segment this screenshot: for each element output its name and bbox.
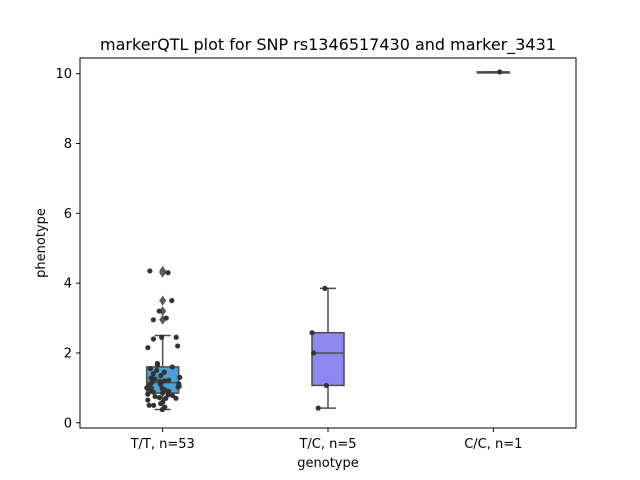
data-point <box>173 334 179 340</box>
box-group <box>309 285 345 411</box>
data-point <box>154 360 160 367</box>
data-point <box>169 364 175 370</box>
data-point <box>150 336 157 342</box>
x-tick-label: C/C, n=1 <box>464 437 522 452</box>
data-point <box>159 385 165 392</box>
y-tick-label: 0 <box>64 416 72 431</box>
box <box>311 331 345 387</box>
data-point <box>310 350 317 356</box>
data-point <box>146 402 152 408</box>
data-point <box>173 395 179 401</box>
data-point <box>156 308 162 314</box>
data-point <box>315 405 321 411</box>
data-point <box>309 330 315 336</box>
data-point <box>145 391 151 397</box>
data-point <box>176 381 182 387</box>
data-point <box>158 373 164 379</box>
data-point <box>160 399 166 405</box>
data-point <box>159 334 165 340</box>
y-tick-label: 2 <box>64 346 72 361</box>
data-point <box>163 315 169 321</box>
data-point <box>154 367 160 374</box>
data-point <box>161 378 168 384</box>
data-point <box>145 345 151 351</box>
data-point <box>150 317 156 323</box>
x-tick-label: T/T, n=53 <box>130 437 195 452</box>
data-point <box>322 285 328 291</box>
y-axis-label: phenotype <box>34 208 49 278</box>
data-point <box>147 268 153 274</box>
chart-title: markerQTL plot for SNP rs1346517430 and … <box>100 35 556 55</box>
data-point <box>145 397 151 403</box>
data-point <box>169 297 175 304</box>
x-axis: T/T, n=53 T/C, n=5 C/C, n=1 <box>130 428 522 452</box>
data-point <box>147 366 154 372</box>
y-tick-label: 8 <box>64 137 72 152</box>
y-tick-label: 4 <box>64 277 72 292</box>
data-point <box>175 343 181 349</box>
data-point <box>156 395 163 401</box>
data-point <box>166 377 172 383</box>
data-point <box>152 393 158 400</box>
data-point <box>161 369 167 375</box>
box-group <box>144 265 183 413</box>
x-axis-label: genotype <box>297 456 358 471</box>
data-point <box>166 388 172 394</box>
data-point <box>165 270 171 276</box>
chart-marks <box>144 69 511 413</box>
y-tick-label: 10 <box>55 67 72 82</box>
data-point <box>149 380 155 386</box>
y-axis: 0 2 4 6 8 10 <box>55 67 80 431</box>
outlier-marker <box>159 306 167 317</box>
data-point <box>157 378 163 385</box>
data-point <box>162 404 168 410</box>
box-group <box>476 69 511 75</box>
data-point <box>151 402 157 408</box>
outlier-marker <box>159 267 167 278</box>
data-point <box>169 392 176 399</box>
data-point <box>148 375 154 381</box>
outlier-marker <box>159 295 167 306</box>
y-tick-label: 6 <box>64 207 72 222</box>
data-point <box>323 382 329 389</box>
data-point <box>177 374 183 380</box>
x-tick-label: T/C, n=5 <box>298 437 356 452</box>
data-point <box>150 371 156 377</box>
data-point <box>497 69 503 75</box>
